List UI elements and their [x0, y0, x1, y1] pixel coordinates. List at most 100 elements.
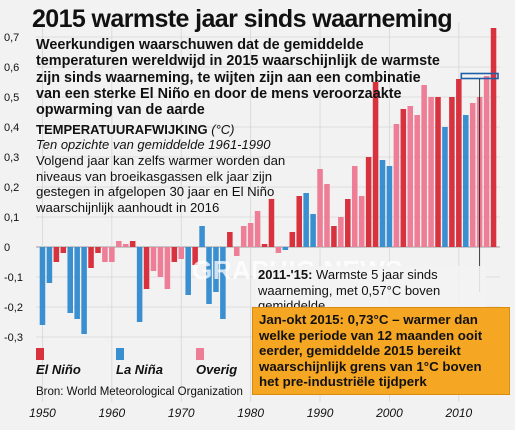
bar-1990 [317, 169, 323, 247]
bar-1983 [268, 199, 275, 247]
bar-2000 [386, 166, 393, 247]
bar-1986 [289, 232, 296, 247]
bar-1982 [261, 244, 268, 247]
y-tick-label: 0,2 [4, 182, 19, 194]
metric-title: TEMPERATUURAFWIJKING (°C) [36, 122, 235, 137]
bar-1957 [88, 247, 94, 268]
bar-2012 [469, 103, 476, 247]
y-tick-label: 0,5 [4, 92, 19, 104]
bar-1984 [275, 247, 282, 253]
bar-1976 [220, 247, 226, 319]
bar-2001 [393, 124, 400, 247]
x-tick-label: 2000 [375, 406, 403, 420]
bar-1998 [372, 82, 379, 247]
bar-1952 [53, 247, 60, 262]
source-credit: Bron: World Meteorological Organization [36, 386, 243, 398]
x-tick-label: 1960 [99, 406, 126, 420]
bar-1966 [150, 247, 157, 271]
x-tick-label: 1990 [307, 406, 334, 420]
period-average-marker [460, 72, 499, 80]
bar-1964 [136, 247, 143, 322]
y-tick-label: -0,2 [4, 302, 23, 314]
bar-2010 [456, 79, 462, 247]
bar-1989 [310, 214, 316, 247]
bar-1995 [351, 166, 358, 247]
bar-1968 [164, 247, 171, 289]
bar-1962 [122, 244, 129, 247]
bar-1999 [379, 160, 386, 247]
bar-1959 [102, 247, 108, 262]
bar-1975 [213, 247, 219, 292]
legend-other: Overig [196, 362, 238, 377]
bar-2005 [421, 85, 427, 247]
metric-subtitle: Ten opzichte van gemiddelde 1961-1990 [36, 137, 271, 152]
bar-1981 [254, 211, 261, 247]
callout-box: Jan-okt 2015: 0,73°C – warmer dan welke … [252, 307, 510, 395]
bar-1997 [365, 157, 372, 247]
y-tick-label: -0,3 [4, 332, 23, 344]
bar-1970 [178, 247, 185, 259]
metric-unit: (°C) [211, 122, 235, 137]
bar-2002 [400, 109, 407, 247]
bar-1965 [143, 247, 150, 289]
bar-2003 [407, 106, 414, 247]
subtitle: Weerkundigen waarschuwen dat de gemiddel… [36, 37, 440, 119]
bar-1987 [296, 196, 302, 247]
bar-1961 [116, 241, 122, 247]
bar-2011 [463, 115, 469, 247]
bar-1967 [157, 247, 164, 277]
metric-title-text: TEMPERATUURAFWIJKING [36, 122, 208, 137]
y-tick-label: -0,1 [4, 272, 23, 284]
legend-swatch-other [196, 348, 204, 360]
bar-2007 [435, 97, 441, 247]
y-tick-label: 0 [4, 242, 10, 254]
bar-1979 [240, 226, 247, 247]
x-tick-label: 2010 [444, 406, 472, 420]
bar-1958 [95, 247, 101, 253]
bar-1985 [282, 247, 289, 250]
y-tick-label: 0,7 [4, 32, 19, 44]
legend-swatch-la-nina [116, 348, 124, 360]
outlook-note: Volgend jaar kan zelfs warmer worden dan… [36, 153, 286, 215]
bar-2014 [483, 76, 490, 247]
bar-1951 [46, 247, 53, 283]
x-tick-label: 1950 [29, 406, 56, 420]
bar-2015 [490, 28, 497, 247]
bar-1994 [345, 199, 351, 247]
bar-1950 [39, 247, 46, 325]
bar-1996 [358, 196, 365, 247]
legend-el-nino: El Niño [36, 362, 81, 377]
bar-1977 [227, 232, 233, 247]
bar-1980 [247, 223, 254, 247]
bar-1974 [206, 247, 212, 304]
bar-1960 [109, 247, 115, 262]
bar-2004 [414, 115, 420, 247]
bar-1954 [67, 247, 73, 313]
bar-1955 [74, 247, 80, 319]
page-title: 2015 warmste jaar sinds waarneming [32, 5, 453, 33]
bar-1992 [331, 226, 337, 247]
y-tick-label: 0,4 [4, 122, 19, 134]
bar-1953 [60, 247, 67, 253]
y-tick-label: 0,6 [4, 62, 19, 74]
bar-2006 [428, 97, 434, 247]
bar-1971 [185, 247, 191, 295]
bar-1963 [129, 241, 136, 247]
bar-2008 [442, 127, 448, 247]
x-tick-label: 1980 [237, 406, 264, 420]
bar-2009 [449, 97, 455, 247]
legend-la-nina: La Niña [116, 362, 163, 377]
bar-1956 [81, 247, 87, 334]
x-tick-label: 1970 [168, 406, 195, 420]
y-tick-label: 0,3 [4, 152, 19, 164]
bar-1973 [199, 226, 205, 247]
bar-1991 [324, 184, 330, 247]
y-tick-label: 0,1 [4, 212, 19, 224]
bar-1988 [303, 193, 309, 247]
period-label: 2011-'15: [258, 267, 313, 282]
legend-swatch-el-nino [36, 348, 44, 360]
bar-1969 [171, 247, 178, 262]
bar-1972 [192, 247, 198, 265]
